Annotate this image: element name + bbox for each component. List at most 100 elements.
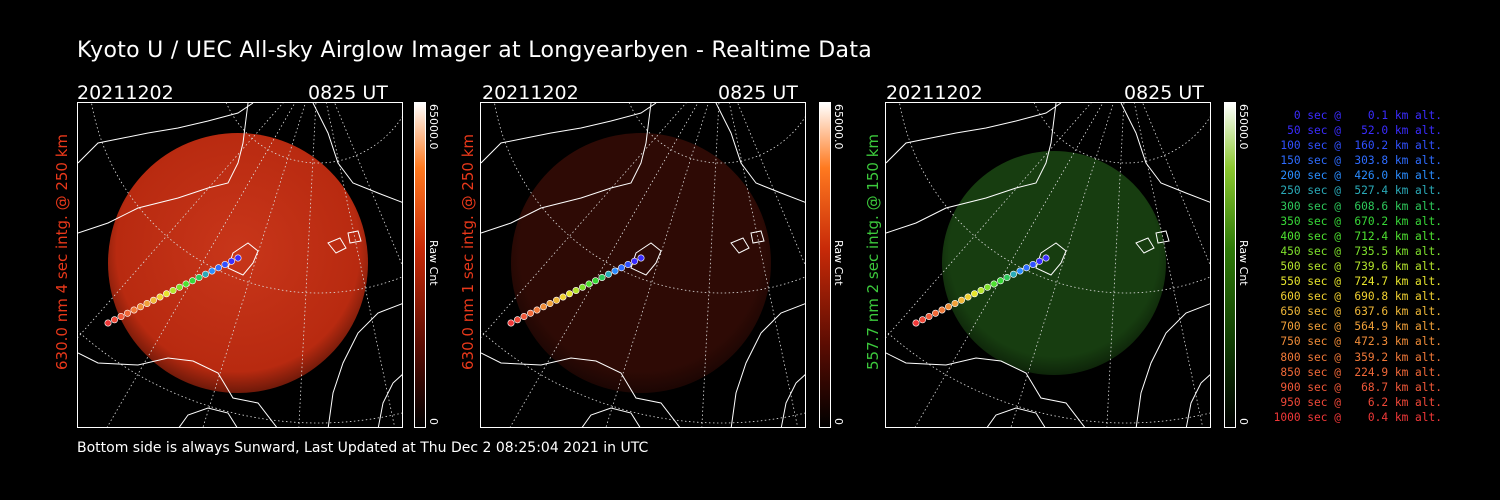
legend-row: 300 sec @ 608.6 km alt. (1273, 199, 1442, 213)
panel-1-colorbar-min: 0 (427, 418, 440, 425)
trajectory-dot (1036, 257, 1044, 265)
trajectory-dot (984, 283, 992, 291)
trajectory-dot (228, 257, 236, 265)
legend-row: 250 sec @ 527.4 km alt. (1273, 184, 1442, 198)
trajectory-dot (944, 303, 952, 311)
panel-1-side-label: 630.0 nm 4 sec intg. @ 250 km (53, 133, 71, 370)
footer-status: Bottom side is always Sunward, Last Upda… (77, 440, 649, 456)
panel-2-colorbar-max: 65000.0 (832, 104, 845, 150)
legend-row: 400 sec @ 712.4 km alt. (1273, 229, 1442, 243)
trajectory-dot (156, 293, 164, 301)
legend-row: 800 sec @ 359.2 km alt. (1273, 350, 1442, 364)
panel-1-colorbar (414, 102, 426, 428)
legend-row: 0 sec @ 0.1 km alt. (1273, 109, 1442, 122)
trajectory-legend: 0 sec @ 0.1 km alt. 50 sec @ 52.0 km alt… (1262, 108, 1442, 425)
panel-2-time: 0825 UT (718, 82, 798, 104)
trajectory-dot (520, 313, 528, 321)
trajectory-dot (234, 254, 242, 262)
trajectory-dot (507, 319, 515, 327)
trajectory-dot (631, 257, 639, 265)
page-title: Kyoto U / UEC All-sky Airglow Imager at … (77, 38, 873, 63)
panel-2-colorbar-min: 0 (832, 418, 845, 425)
trajectory-dot (533, 306, 541, 314)
legend-row: 900 sec @ 68.7 km alt. (1273, 380, 1442, 394)
trajectory-dot (977, 287, 985, 295)
trajectory-dot (566, 290, 574, 298)
legend-row: 700 sec @ 564.9 km alt. (1273, 320, 1442, 334)
trajectory-dot (605, 270, 613, 278)
panel-1-time: 0825 UT (308, 82, 388, 104)
sky-disk (511, 133, 771, 393)
trajectory-dot (221, 261, 229, 269)
sky-disk (942, 151, 1166, 375)
legend-row: 550 sec @ 724.7 km alt. (1273, 275, 1442, 289)
trajectory-dot (136, 303, 144, 311)
legend-row: 850 sec @ 224.9 km alt. (1273, 365, 1442, 379)
trajectory-dot (559, 293, 567, 301)
trajectory-dot (1016, 267, 1024, 275)
trajectory-dot (110, 316, 118, 324)
panel-1-colorbar-unit: Raw Cnt (427, 240, 440, 286)
trajectory-dot (104, 319, 112, 327)
legend-row: 750 sec @ 472.3 km alt. (1273, 335, 1442, 349)
panel-3-colorbar-min: 0 (1237, 418, 1250, 425)
trajectory-dot (539, 303, 547, 311)
panel-3-date: 20211202 (886, 82, 983, 104)
trajectory-dot (1042, 254, 1050, 262)
panel-2-colorbar-unit: Raw Cnt (832, 240, 845, 286)
trajectory-dot (208, 267, 216, 275)
trajectory-dot (553, 296, 561, 304)
legend-row: 950 sec @ 6.2 km alt. (1273, 395, 1442, 409)
legend-row: 150 sec @ 303.8 km alt. (1273, 154, 1442, 168)
trajectory-dot (526, 309, 534, 317)
trajectory-dot (598, 274, 606, 282)
trajectory-dot (123, 309, 131, 317)
trajectory-dot (572, 287, 580, 295)
trajectory-dot (143, 300, 151, 308)
trajectory-dot (990, 280, 998, 288)
trajectory-dot (964, 293, 972, 301)
trajectory-dot (592, 277, 600, 285)
panel-2-allsky-image (480, 102, 806, 428)
legend-row: 1000 sec @ 0.4 km alt. (1273, 410, 1442, 424)
trajectory-dot (579, 283, 587, 291)
trajectory-dot (513, 316, 521, 324)
trajectory-dot (637, 254, 645, 262)
trajectory-dot (1023, 264, 1031, 272)
panel-2-date: 20211202 (482, 82, 579, 104)
legend-row: 100 sec @ 160.2 km alt. (1273, 139, 1442, 153)
trajectory-dot (117, 313, 125, 321)
trajectory-dot (195, 274, 203, 282)
panel-3-colorbar-max: 65000.0 (1237, 104, 1250, 150)
sky-disk (108, 133, 368, 393)
legend-row: 450 sec @ 735.5 km alt. (1273, 244, 1442, 258)
trajectory-dot (1003, 274, 1011, 282)
panel-2-side-label: 630.0 nm 1 sec intg. @ 250 km (459, 133, 477, 370)
trajectory-dot (202, 270, 210, 278)
trajectory-dot (958, 296, 966, 304)
trajectory-dot (624, 261, 632, 269)
trajectory-dot (611, 267, 619, 275)
panel-1-allsky-image (77, 102, 403, 428)
legend-row: 650 sec @ 637.6 km alt. (1273, 305, 1442, 319)
trajectory-dot (182, 280, 190, 288)
trajectory-dot (618, 264, 626, 272)
legend-row: 500 sec @ 739.6 km alt. (1273, 259, 1442, 273)
trajectory-dot (1010, 270, 1018, 278)
trajectory-dot (997, 277, 1005, 285)
panel-3-colorbar (1224, 102, 1236, 428)
trajectory-dot (169, 287, 177, 295)
panel-3-colorbar-unit: Raw Cnt (1237, 240, 1250, 286)
trajectory-dot (130, 306, 138, 314)
panel-1-colorbar-max: 65000.0 (427, 104, 440, 150)
trajectory-dot (546, 300, 554, 308)
trajectory-dot (912, 319, 920, 327)
trajectory-dot (176, 283, 184, 291)
panel-3-side-label: 557.7 nm 2 sec intg. @ 150 km (864, 133, 882, 370)
trajectory-dot (150, 296, 158, 304)
trajectory-dot (931, 309, 939, 317)
trajectory-dot (163, 290, 171, 298)
trajectory-dot (1029, 261, 1037, 269)
legend-row: 200 sec @ 426.0 km alt. (1273, 169, 1442, 183)
trajectory-dot (925, 313, 933, 321)
